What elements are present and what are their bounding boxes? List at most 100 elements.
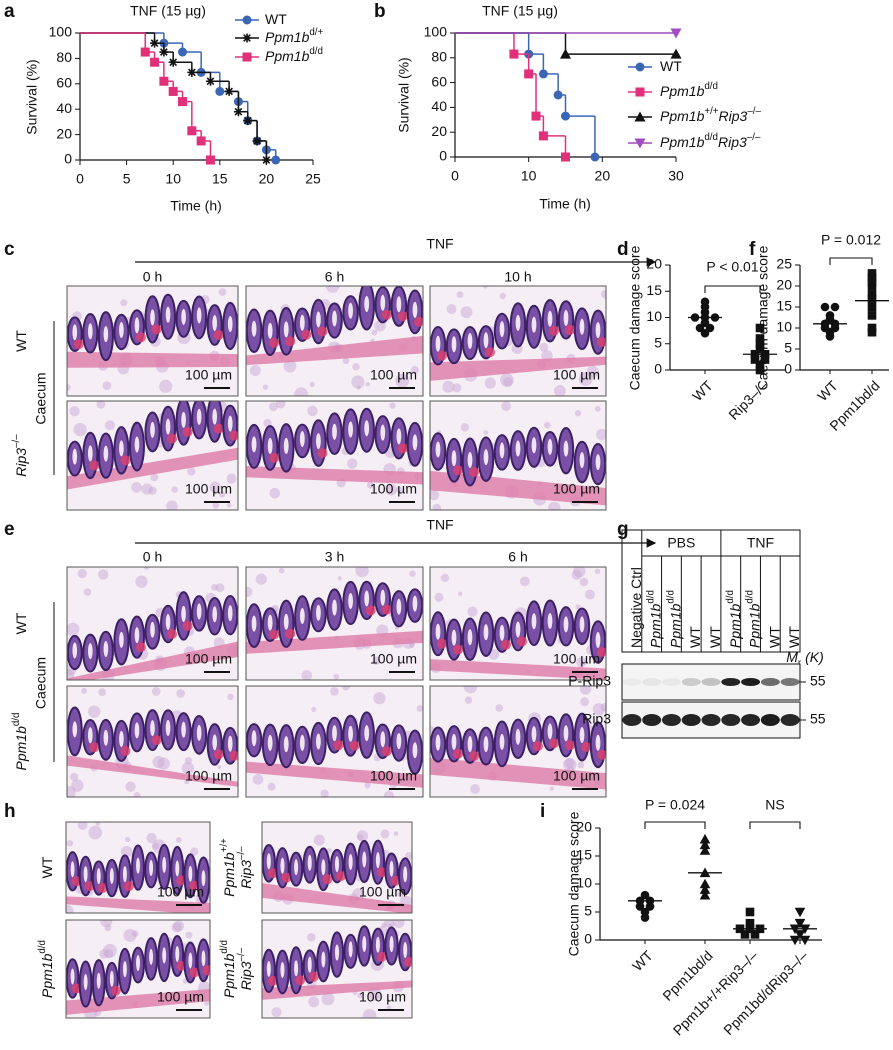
submucosa [67, 351, 238, 368]
crypt-lumen [348, 592, 354, 609]
crypt-lumen [294, 859, 299, 876]
y-tick-label: 100 [49, 24, 73, 40]
crypt-lumen [380, 424, 386, 441]
crypt-lumen [70, 861, 75, 878]
crypt-lumen [380, 589, 386, 606]
hemorrhage [213, 423, 224, 434]
cell-debris [159, 379, 173, 393]
crypt-lumen [332, 725, 337, 742]
crypt-lumen [483, 624, 489, 641]
y-tick-label: 5 [784, 340, 792, 356]
micrograph [67, 686, 238, 797]
scale-bar-label: 100 µm [359, 884, 406, 900]
legend-marker [242, 52, 252, 62]
crypt-lumen [212, 408, 218, 425]
data-point [830, 302, 840, 312]
crypt-lumen [175, 860, 180, 877]
panel-letter: i [540, 801, 545, 822]
marker [271, 155, 281, 165]
micrograph [66, 920, 210, 1018]
hemorrhage [229, 750, 238, 761]
hemorrhage [349, 740, 360, 751]
crypt-lumen [103, 326, 109, 343]
row-label: Ppm1b+/+ [219, 838, 237, 897]
hemorrhage [376, 951, 387, 962]
hemorrhage [390, 875, 401, 886]
data-point [755, 339, 765, 349]
hemorrhage [167, 629, 178, 640]
blot-band [661, 714, 681, 726]
crypt-lumen [467, 629, 473, 646]
row-label: Rip3–/– [236, 947, 254, 990]
data-point [755, 365, 765, 375]
cell-debris [131, 482, 142, 493]
cell-debris [133, 792, 141, 797]
blot-band [642, 678, 662, 686]
crypt-lumen [499, 733, 505, 750]
marker [538, 131, 548, 141]
cell-debris [600, 290, 606, 299]
cell-debris [190, 847, 199, 856]
marker [590, 152, 600, 162]
cell-debris [175, 837, 182, 843]
cell-debris [120, 299, 128, 307]
micrograph-frame [65, 919, 211, 1019]
panel-letter: e [4, 519, 15, 540]
crypt-lumen [87, 445, 93, 462]
cell-debris [484, 377, 496, 389]
lane-label: Negative Ctrl [628, 567, 644, 648]
panel-letter: b [374, 1, 386, 22]
crypt-lumen [515, 728, 521, 745]
crypt-lumen [307, 956, 312, 973]
lane-label-part: d/d [646, 590, 657, 604]
cell-debris [410, 366, 420, 375]
lane-label-part: WT [766, 626, 782, 648]
data-point [699, 845, 711, 855]
lane-label: Ppm1bd/d [745, 590, 763, 648]
crypt-lumen [119, 631, 124, 648]
lane-label-part: WT [786, 626, 802, 648]
panel-letter: c [4, 239, 15, 260]
cell-debris [330, 686, 339, 696]
cell-debris [209, 481, 221, 493]
cell-debris [483, 286, 488, 289]
cell-debris [96, 401, 106, 409]
submucosa [246, 466, 423, 485]
crypt-lumen [579, 616, 585, 633]
cell-debris [212, 501, 220, 509]
hemorrhage [333, 740, 344, 751]
cell-debris [77, 822, 88, 830]
submucosa [262, 980, 412, 1000]
crypt-lumen [403, 866, 408, 883]
data-point [699, 839, 711, 850]
cell-debris [584, 589, 595, 600]
y-tick-label: 5 [584, 903, 592, 919]
cell-debris [97, 569, 109, 580]
cell-debris [125, 781, 136, 792]
hemorrhage [267, 975, 278, 986]
scale-bar-label: 100 µm [370, 768, 417, 784]
x-tick-label: WT [629, 947, 656, 974]
blot-band [701, 678, 721, 686]
cell-debris [275, 401, 286, 409]
crypt-lumen [294, 960, 299, 977]
crypt-lumen [315, 733, 321, 750]
micrograph-frame [66, 400, 239, 511]
legend-label-part: Ppm1b [265, 48, 310, 64]
hemorrhage [89, 460, 100, 471]
marker [205, 155, 215, 165]
crypt-lumen [72, 448, 78, 465]
marker [196, 136, 206, 146]
crypt-lumen [266, 960, 271, 977]
cell-debris [226, 473, 237, 484]
crypt-lumen [251, 436, 257, 453]
cell-debris [442, 380, 455, 393]
mass-unit-label-part: M [786, 649, 798, 665]
cell-debris [71, 779, 84, 792]
cell-debris [77, 569, 87, 579]
cell-debris [95, 822, 101, 826]
data-point [760, 355, 770, 364]
marker [553, 90, 563, 100]
marker [538, 69, 548, 79]
